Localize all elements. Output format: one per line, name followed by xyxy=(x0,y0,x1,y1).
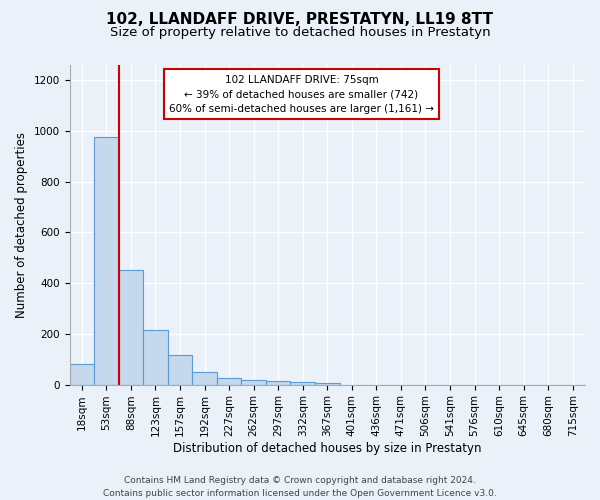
Bar xyxy=(266,381,290,384)
Bar xyxy=(70,364,94,384)
Text: 102, LLANDAFF DRIVE, PRESTATYN, LL19 8TT: 102, LLANDAFF DRIVE, PRESTATYN, LL19 8TT xyxy=(107,12,493,28)
Text: Size of property relative to detached houses in Prestatyn: Size of property relative to detached ho… xyxy=(110,26,490,39)
Text: Contains HM Land Registry data © Crown copyright and database right 2024.
Contai: Contains HM Land Registry data © Crown c… xyxy=(103,476,497,498)
Bar xyxy=(168,356,192,384)
Bar xyxy=(217,378,241,384)
Bar xyxy=(94,138,119,384)
Text: 102 LLANDAFF DRIVE: 75sqm
← 39% of detached houses are smaller (742)
60% of semi: 102 LLANDAFF DRIVE: 75sqm ← 39% of detac… xyxy=(169,74,434,114)
Bar xyxy=(290,382,315,384)
Y-axis label: Number of detached properties: Number of detached properties xyxy=(15,132,28,318)
Bar xyxy=(119,270,143,384)
Bar xyxy=(192,372,217,384)
X-axis label: Distribution of detached houses by size in Prestatyn: Distribution of detached houses by size … xyxy=(173,442,482,455)
Bar xyxy=(241,380,266,384)
Bar xyxy=(143,330,168,384)
